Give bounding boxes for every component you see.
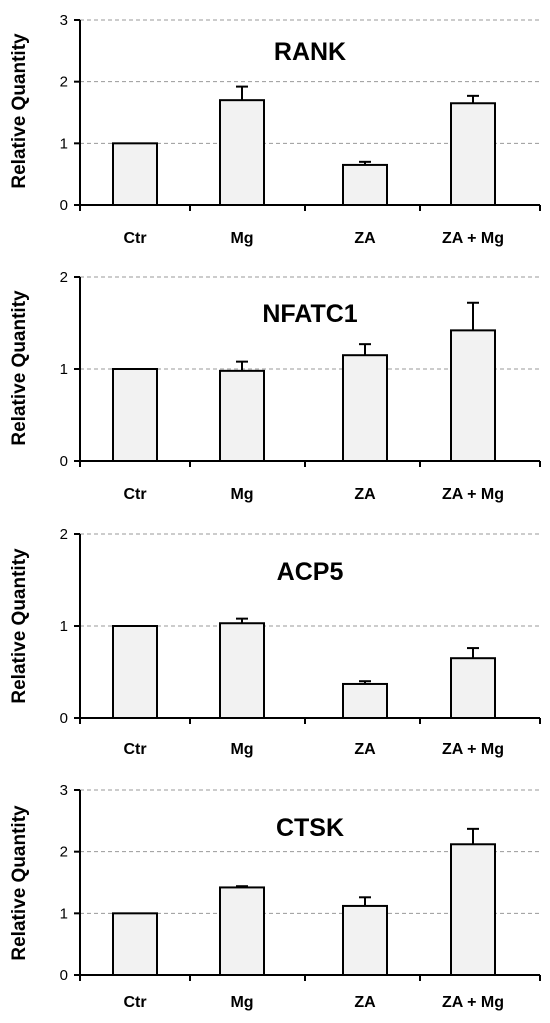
chart-rank: 0 1 2 3 Ctr Mg ZA ZA + Mg RANK Relative Quantity bbox=[9, 12, 541, 247]
y-tick-label: 2 bbox=[60, 526, 68, 543]
bar-za bbox=[342, 354, 388, 463]
bar-za-mg bbox=[450, 102, 496, 206]
chart-title: ACP5 bbox=[277, 558, 344, 586]
bar-za bbox=[342, 163, 388, 207]
bar-ctr bbox=[112, 625, 158, 719]
category-label: Ctr bbox=[123, 994, 146, 1011]
category-label: ZA bbox=[354, 230, 376, 247]
category-label: ZA + Mg bbox=[442, 741, 504, 758]
bar-mg bbox=[219, 369, 265, 462]
category-label: ZA bbox=[354, 486, 376, 503]
category-label: ZA bbox=[354, 741, 376, 758]
bar-ctr bbox=[112, 142, 158, 206]
y-tick-label: 3 bbox=[60, 782, 68, 799]
bar-za-mg bbox=[450, 843, 496, 976]
category-label: ZA + Mg bbox=[442, 994, 504, 1011]
y-tick-label: 3 bbox=[60, 12, 68, 29]
y-tick-label: 1 bbox=[60, 361, 68, 378]
bar-mg bbox=[219, 622, 265, 719]
chart-ctsk: 0 1 2 3 Ctr Mg ZA ZA + Mg CTSK Relative Quantity bbox=[9, 782, 541, 1011]
chart-acp5: 0 1 2 Ctr Mg ZA ZA + Mg ACP5 Relative Quantity bbox=[9, 526, 541, 758]
y-axis-label: Relative Quantity bbox=[9, 805, 30, 961]
y-tick-label: 2 bbox=[60, 844, 68, 861]
category-label: ZA + Mg bbox=[442, 486, 504, 503]
category-label: Mg bbox=[230, 486, 253, 503]
category-label: Mg bbox=[230, 230, 253, 247]
bar-ctr bbox=[112, 912, 158, 976]
y-tick-label: 0 bbox=[60, 967, 68, 984]
y-axis-label: Relative Quantity bbox=[9, 290, 30, 446]
category-label: Ctr bbox=[123, 230, 146, 247]
y-tick-label: 1 bbox=[60, 135, 68, 152]
category-label: Mg bbox=[230, 994, 253, 1011]
chart-nfatc1: 0 1 2 Ctr Mg ZA ZA + Mg NFATC1 Relative Quantity bbox=[9, 269, 541, 503]
y-tick-label: 2 bbox=[60, 74, 68, 91]
bar-za bbox=[342, 904, 388, 977]
category-label: Ctr bbox=[123, 486, 146, 503]
chart-title: NFATC1 bbox=[262, 300, 357, 328]
y-tick-label: 0 bbox=[60, 197, 68, 214]
category-label: Mg bbox=[230, 741, 253, 758]
bar-ctr bbox=[112, 368, 158, 462]
y-axis-label: Relative Quantity bbox=[9, 33, 30, 189]
chart-title: CTSK bbox=[276, 814, 344, 842]
y-axis-label: Relative Quantity bbox=[9, 548, 30, 704]
bar-mg bbox=[219, 886, 265, 977]
chart-title: RANK bbox=[274, 38, 346, 66]
y-tick-label: 1 bbox=[60, 905, 68, 922]
bar-mg bbox=[219, 99, 265, 206]
bar-za-mg bbox=[450, 329, 496, 462]
y-tick-label: 2 bbox=[60, 269, 68, 286]
category-label: Ctr bbox=[123, 741, 146, 758]
bar-za-mg bbox=[450, 657, 496, 720]
bar-za bbox=[342, 682, 388, 720]
category-label: ZA + Mg bbox=[442, 230, 504, 247]
y-tick-label: 0 bbox=[60, 710, 68, 727]
y-tick-label: 0 bbox=[60, 453, 68, 470]
y-tick-label: 1 bbox=[60, 618, 68, 635]
category-label: ZA bbox=[354, 994, 376, 1011]
